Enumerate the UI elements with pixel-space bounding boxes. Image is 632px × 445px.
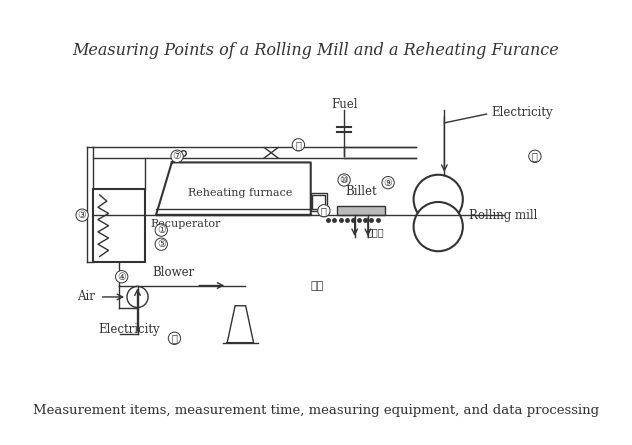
Text: ⑨: ⑨ <box>384 178 392 188</box>
Bar <box>311 193 327 211</box>
Text: Blower: Blower <box>152 267 195 279</box>
Text: Measurement items, measurement time, measuring equipment, and data processing: Measurement items, measurement time, mea… <box>33 404 599 417</box>
Text: ②⑥: ②⑥ <box>311 280 324 291</box>
Circle shape <box>413 202 463 251</box>
Text: ④: ④ <box>118 272 126 282</box>
Text: ⑦: ⑦ <box>173 151 181 161</box>
Bar <box>93 189 145 262</box>
Text: Electricity: Electricity <box>98 324 159 336</box>
Text: Billet: Billet <box>345 185 377 198</box>
Text: ⑪: ⑪ <box>296 140 301 150</box>
Text: Rolling mill: Rolling mill <box>469 209 537 222</box>
Text: ⑤: ⑤ <box>157 239 166 249</box>
Text: ⑭⑮⑯: ⑭⑮⑯ <box>366 228 384 237</box>
Text: Electricity: Electricity <box>491 106 552 119</box>
Circle shape <box>127 287 148 307</box>
Text: Measuring Points of a Rolling Mill and a Reheating Furance: Measuring Points of a Rolling Mill and a… <box>73 42 559 59</box>
Circle shape <box>413 175 463 224</box>
Text: Reheating furnace: Reheating furnace <box>188 188 293 198</box>
Bar <box>312 195 325 209</box>
Text: ③: ③ <box>78 210 87 220</box>
Text: Fuel: Fuel <box>331 98 357 111</box>
Text: ⑫: ⑫ <box>532 151 538 161</box>
Text: ①: ① <box>157 225 166 235</box>
Text: ⑬: ⑬ <box>171 333 178 343</box>
Text: Air: Air <box>78 291 95 303</box>
Text: Recuperator: Recuperator <box>150 219 221 229</box>
Bar <box>337 206 386 215</box>
Text: ⑰: ⑰ <box>321 206 327 216</box>
Text: ⑩: ⑩ <box>340 175 348 185</box>
